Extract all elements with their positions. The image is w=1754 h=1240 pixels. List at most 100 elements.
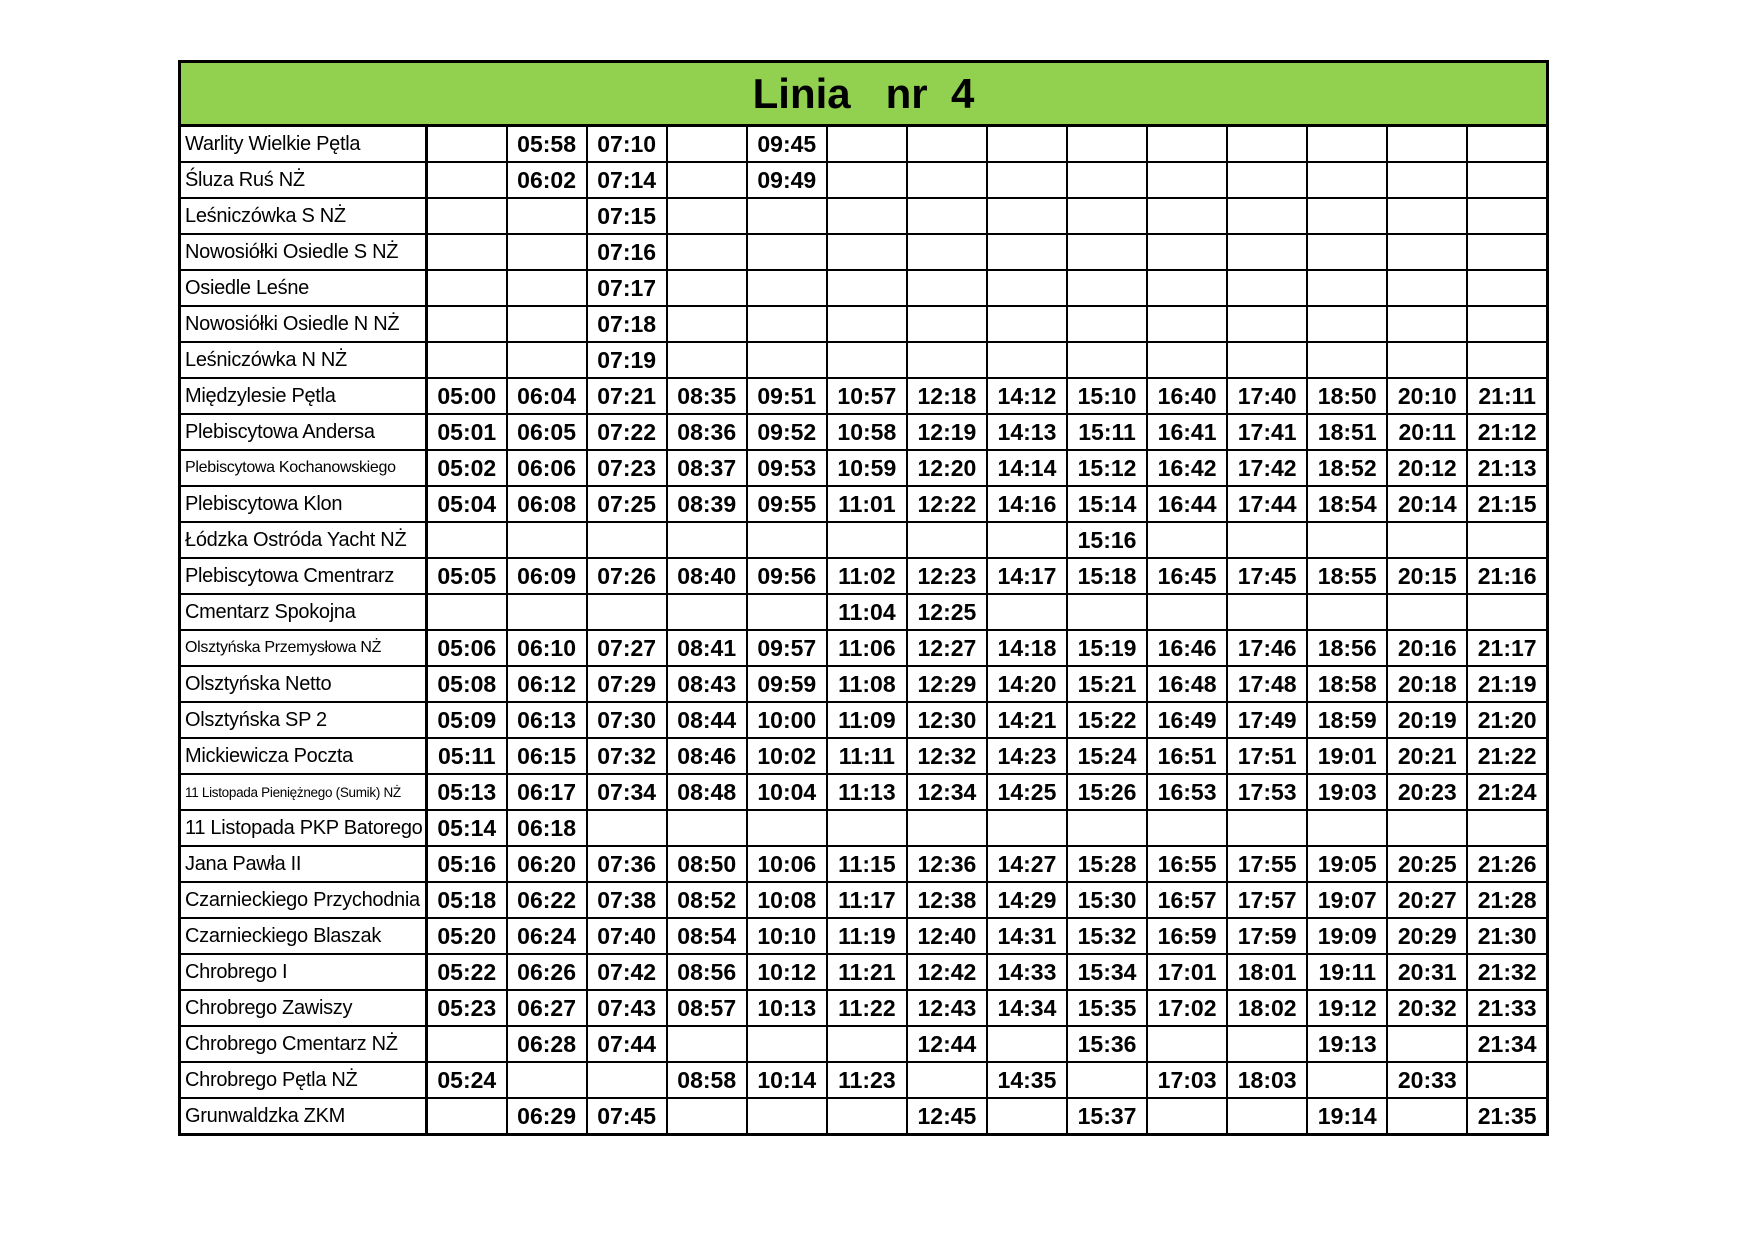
empty-cell xyxy=(825,197,908,235)
departure-time: 18:55 xyxy=(1306,557,1389,595)
departure-time: 09:59 xyxy=(745,665,828,703)
departure-time: 08:46 xyxy=(665,737,748,775)
departure-time: 06:18 xyxy=(505,809,588,847)
empty-cell xyxy=(505,1061,588,1099)
stop-row: Międzylesie Pętla 05:00 06:04 07:21 08:35 09:… xyxy=(178,377,1549,415)
departure-time: 15:11 xyxy=(1065,413,1149,451)
departure-time: 14:17 xyxy=(985,557,1069,595)
departure-time: 07:16 xyxy=(585,233,668,271)
empty-cell xyxy=(745,521,828,559)
departure-time: 07:23 xyxy=(585,449,668,487)
empty-cell xyxy=(1226,269,1309,307)
empty-cell xyxy=(1065,161,1149,199)
departure-time: 05:58 xyxy=(505,124,588,163)
departure-time: 12:34 xyxy=(905,773,988,811)
stop-row: Chrobrego I 05:22 06:26 07:42 08:56 10:12 11:2… xyxy=(178,953,1549,991)
departure-time: 05:23 xyxy=(425,989,508,1027)
empty-cell xyxy=(425,233,508,271)
departure-time: 16:51 xyxy=(1146,737,1229,775)
departure-time: 14:23 xyxy=(985,737,1069,775)
departure-time: 07:21 xyxy=(585,377,668,415)
empty-cell xyxy=(1226,233,1309,271)
departure-time: 07:36 xyxy=(585,845,668,883)
departure-time: 12:38 xyxy=(905,881,988,919)
departure-time: 06:09 xyxy=(505,557,588,595)
departure-time: 20:23 xyxy=(1386,773,1469,811)
title: Linia nr 4 xyxy=(178,60,1549,127)
departure-time: 12:42 xyxy=(905,953,988,991)
departure-time: 20:21 xyxy=(1386,737,1469,775)
empty-cell xyxy=(1065,305,1149,343)
empty-cell xyxy=(1386,124,1469,163)
stop-row: Nowosiółki Osiedle N NŻ 07:18 xyxy=(178,305,1549,343)
empty-cell xyxy=(825,161,908,199)
empty-cell xyxy=(1386,341,1469,379)
departure-time: 20:12 xyxy=(1386,449,1469,487)
departure-time: 08:54 xyxy=(665,917,748,955)
departure-time: 06:15 xyxy=(505,737,588,775)
departure-time: 10:08 xyxy=(745,881,828,919)
departure-time: 10:14 xyxy=(745,1061,828,1099)
stop-row: Plebiscytowa Kochanowskiego 05:02 06:06 07:… xyxy=(178,449,1549,487)
departure-time: 19:05 xyxy=(1306,845,1389,883)
empty-cell xyxy=(1306,197,1389,235)
empty-cell xyxy=(585,1061,668,1099)
departure-time: 07:30 xyxy=(585,701,668,739)
empty-cell xyxy=(1306,269,1389,307)
departure-time: 16:40 xyxy=(1146,377,1229,415)
departure-time: 17:45 xyxy=(1226,557,1309,595)
empty-cell xyxy=(1306,593,1389,631)
empty-cell xyxy=(905,269,988,307)
stop-row: Olsztyńska SP 2 05:09 06:13 07:30 08:44 10:00… xyxy=(178,701,1549,739)
departure-time: 21:28 xyxy=(1466,881,1549,919)
empty-cell xyxy=(825,341,908,379)
empty-cell xyxy=(1146,233,1229,271)
empty-cell xyxy=(985,1097,1069,1136)
departure-time: 19:13 xyxy=(1306,1025,1389,1063)
departure-time: 18:51 xyxy=(1306,413,1389,451)
departure-time: 20:10 xyxy=(1386,377,1469,415)
departure-time: 15:37 xyxy=(1065,1097,1149,1136)
empty-cell xyxy=(905,1061,988,1099)
departure-time: 07:44 xyxy=(585,1025,668,1063)
departure-time: 16:44 xyxy=(1146,485,1229,523)
empty-cell xyxy=(1065,197,1149,235)
departure-time: 12:22 xyxy=(905,485,988,523)
empty-cell xyxy=(425,1097,508,1136)
stop-row: Grunwaldzka ZKM 06:29 07:45 12:45 15:37 19:14… xyxy=(178,1097,1549,1136)
departure-time: 15:21 xyxy=(1065,665,1149,703)
stop-row: Leśniczówka N NŻ 07:19 xyxy=(178,341,1549,379)
empty-cell xyxy=(1386,521,1469,559)
departure-time: 07:10 xyxy=(585,124,668,163)
empty-cell xyxy=(985,521,1069,559)
departure-time: 06:28 xyxy=(505,1025,588,1063)
empty-cell xyxy=(1386,809,1469,847)
stop-row: Chrobrego Zawiszy 05:23 06:27 07:43 08:57 10:… xyxy=(178,989,1549,1027)
departure-time: 19:07 xyxy=(1306,881,1389,919)
departure-time: 17:59 xyxy=(1226,917,1309,955)
empty-cell xyxy=(745,269,828,307)
empty-cell xyxy=(745,593,828,631)
empty-cell xyxy=(1386,233,1469,271)
stop-name: Międzylesie Pętla xyxy=(178,377,428,415)
empty-cell xyxy=(1226,305,1309,343)
empty-cell xyxy=(1226,341,1309,379)
empty-cell xyxy=(1146,1097,1229,1136)
departure-time: 21:16 xyxy=(1466,557,1549,595)
departure-time: 09:45 xyxy=(745,124,828,163)
departure-time: 17:01 xyxy=(1146,953,1229,991)
departure-time: 20:27 xyxy=(1386,881,1469,919)
departure-time: 05:20 xyxy=(425,917,508,955)
departure-time: 05:11 xyxy=(425,737,508,775)
empty-cell xyxy=(1146,809,1229,847)
empty-cell xyxy=(1306,233,1389,271)
empty-cell xyxy=(665,233,748,271)
departure-time: 11:06 xyxy=(825,629,908,667)
empty-cell xyxy=(1306,809,1389,847)
departure-time: 15:30 xyxy=(1065,881,1149,919)
departure-time: 11:08 xyxy=(825,665,908,703)
departure-time: 20:29 xyxy=(1386,917,1469,955)
empty-cell xyxy=(1065,233,1149,271)
empty-cell xyxy=(1386,269,1469,307)
